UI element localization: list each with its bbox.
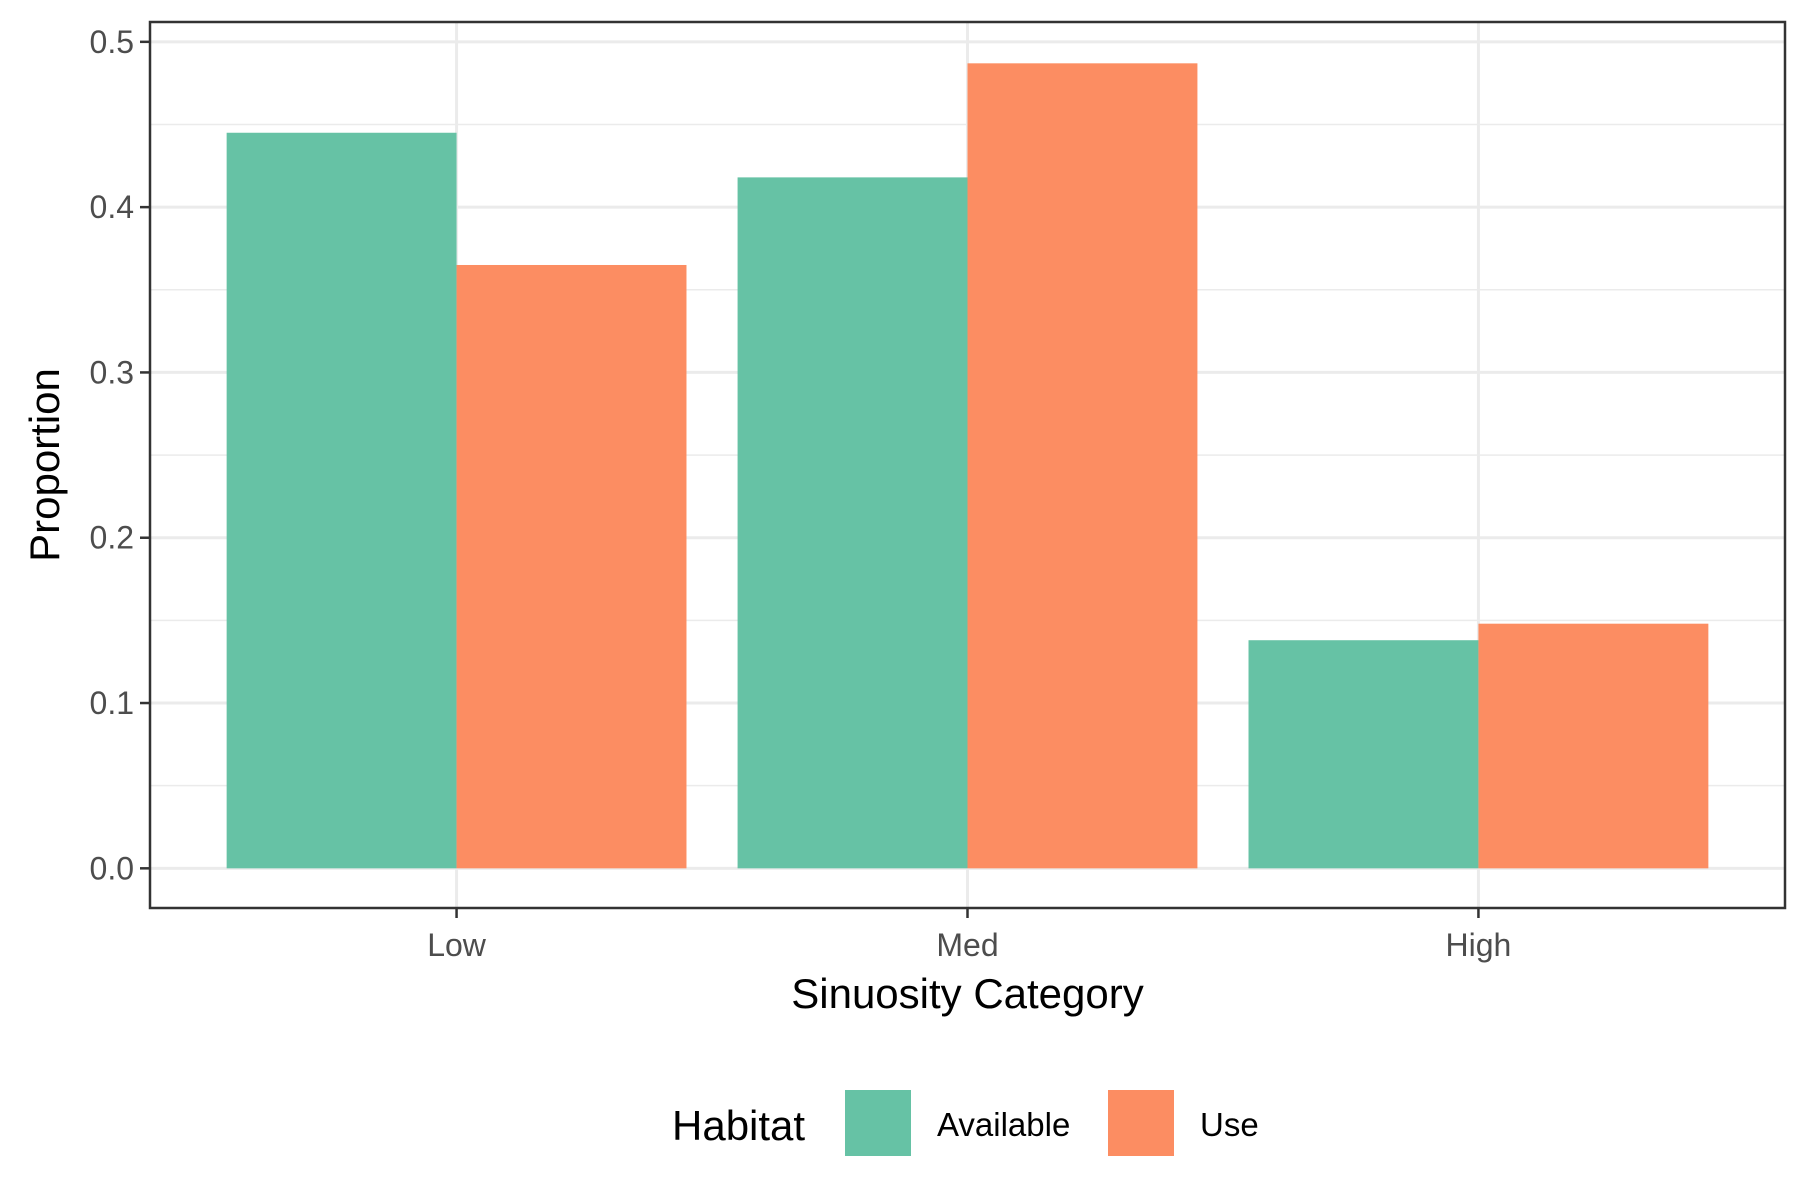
y-tick-label: 0.2 [90,520,134,556]
legend-key-use [1108,1090,1174,1156]
y-axis-title: Proportion [21,368,68,562]
legend-key-available [845,1090,911,1156]
bar-use-low [456,264,687,869]
x-tick-label: Low [427,927,487,963]
bar-use-med [967,63,1198,869]
y-tick-label: 0.4 [90,189,134,225]
legend-title: Habitat [672,1102,805,1149]
legend-label-available: Available [937,1106,1070,1143]
bar-use-high [1478,623,1709,869]
y-tick-label: 0.5 [90,24,134,60]
y-tick-label: 0.0 [90,850,134,886]
bar-available-med [737,177,968,869]
legend-label-use: Use [1200,1106,1259,1143]
legend: Habitat Available Use [672,1090,1259,1156]
y-tick-label: 0.3 [90,354,134,390]
bar-available-high [1248,640,1479,869]
x-tick-label: Med [936,927,998,963]
bar-available-low [226,132,457,869]
bars [226,63,1709,869]
x-tick-label: High [1446,927,1512,963]
x-axis-title: Sinuosity Category [791,970,1144,1017]
y-tick-label: 0.1 [90,685,134,721]
x-axis: Low Med High [427,908,1511,963]
y-axis: 0.0 0.1 0.2 0.3 0.4 0.5 [90,24,150,886]
